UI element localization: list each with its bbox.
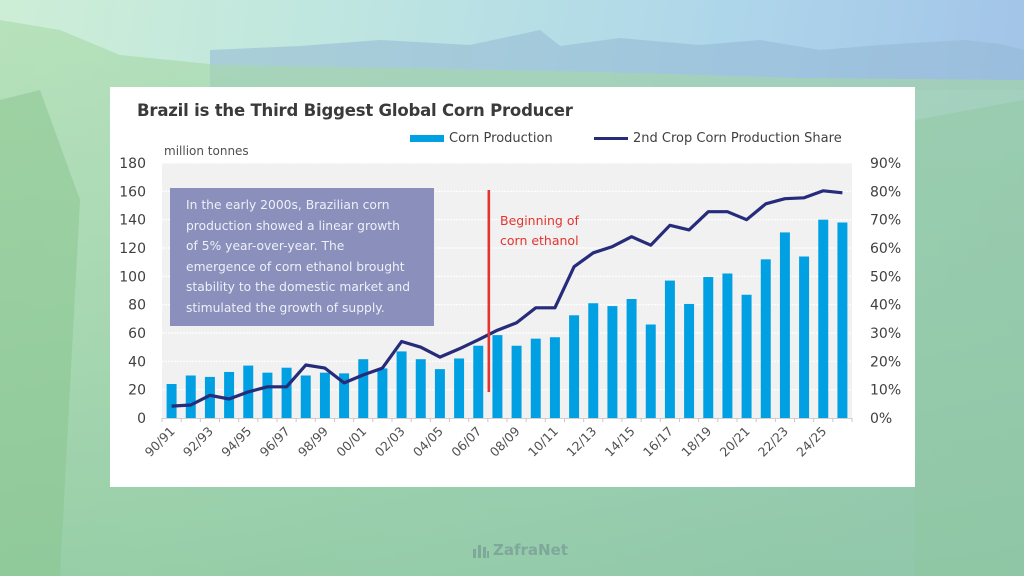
bar: [703, 277, 714, 418]
bar: [664, 280, 675, 418]
y2-tick-label: 10%: [870, 383, 901, 399]
bar: [549, 337, 560, 418]
marker-label-line: corn ethanol: [500, 233, 579, 248]
x-tick-label: 10/11: [525, 424, 561, 460]
legend-label: 2nd Crop Corn Production Share: [633, 131, 842, 146]
bar: [741, 294, 752, 418]
bar: [492, 335, 503, 418]
bar: [779, 232, 790, 418]
bar: [204, 376, 215, 418]
x-tick-label: 96/97: [257, 424, 293, 460]
x-tick-label: 18/19: [678, 423, 714, 459]
y2-tick-label: 0%: [870, 411, 892, 427]
bar: [434, 369, 445, 418]
legend-item-corn-production: Corn Production: [410, 131, 553, 146]
y2-tick-label: 90%: [870, 156, 901, 172]
bar: [319, 372, 330, 418]
bar: [645, 324, 656, 418]
y-tick-label: 160: [119, 184, 146, 200]
y2-tick-label: 50%: [870, 269, 901, 285]
x-tick-label: 12/13: [563, 424, 599, 460]
bar: [262, 372, 273, 418]
x-tick-label: 04/05: [410, 424, 446, 460]
bar: [339, 373, 350, 418]
bar: [300, 375, 311, 418]
legend-label: Corn Production: [449, 131, 553, 146]
zafranet-logo: ZafraNet: [472, 541, 568, 559]
logo-text: ZafraNet: [493, 541, 568, 559]
y-tick-label: 180: [119, 156, 146, 172]
annotation-text-box: In the early 2000s, Brazilian corn produ…: [170, 188, 434, 326]
bar: [396, 351, 407, 418]
y-tick-label: 80: [128, 298, 146, 314]
bar: [377, 368, 388, 418]
bar: [224, 371, 235, 418]
bar: [358, 359, 369, 418]
x-tick-label: 92/93: [180, 424, 216, 460]
y2-tick-label: 20%: [870, 354, 901, 370]
bar: [185, 375, 196, 418]
legend-swatch-line: [594, 137, 628, 140]
chart-title: Brazil is the Third Biggest Global Corn …: [137, 101, 573, 120]
x-tick-label: 94/95: [218, 424, 254, 460]
bar: [818, 219, 829, 418]
x-tick-label: 16/17: [640, 424, 676, 460]
bar: [569, 315, 580, 418]
annotation-line: of 5% year-over-year. The: [186, 239, 345, 253]
x-tick-label: 22/23: [755, 424, 791, 460]
bar: [626, 299, 637, 418]
legend-item-2nd-crop-share: 2nd Crop Corn Production Share: [594, 131, 842, 146]
bar: [511, 345, 522, 418]
x-tick-label: 98/99: [295, 423, 331, 459]
y2-tick-label: 70%: [870, 213, 901, 229]
x-tick-label: 20/21: [717, 424, 753, 460]
y2-tick-label: 40%: [870, 298, 901, 314]
grass-right: [915, 100, 1024, 576]
bar: [530, 338, 541, 418]
bar: [760, 259, 771, 418]
annotation-line: stimulated the growth of supply.: [186, 300, 385, 315]
ethanol-marker-label: Beginning of corn ethanol: [500, 211, 579, 251]
annotation-line: emergence of corn ethanol brought: [186, 259, 405, 274]
bar: [454, 358, 465, 418]
annotation-line: stability to the domestic market and: [186, 280, 411, 294]
bar: [415, 359, 426, 418]
grass-left: [0, 90, 80, 576]
annotation-line: production showed a linear growth: [186, 218, 400, 233]
x-tick-label: 00/01: [333, 424, 369, 460]
legend-swatch-bar: [410, 135, 444, 142]
y2-tick-label: 60%: [870, 241, 901, 257]
bar: [281, 367, 292, 418]
y2-tick-label: 30%: [870, 326, 901, 342]
x-tick-label: 90/91: [142, 424, 178, 460]
y-tick-label: 20: [128, 383, 146, 399]
y-axis-unit-label: million tonnes: [164, 144, 249, 158]
y-tick-label: 40: [128, 354, 146, 370]
y2-tick-label: 80%: [870, 184, 901, 200]
x-tick-label: 06/07: [448, 424, 484, 460]
bar: [722, 273, 733, 418]
bar: [588, 303, 599, 418]
share-line: [171, 189, 843, 408]
y-tick-label: 120: [119, 241, 146, 257]
x-tick-label: 24/25: [793, 424, 829, 460]
bar: [473, 345, 484, 418]
y-tick-label: 60: [128, 326, 146, 342]
logo-icon: [473, 545, 489, 558]
y-tick-label: 140: [119, 213, 146, 229]
bar: [166, 384, 177, 418]
y-tick-label: 0: [137, 411, 146, 427]
marker-label-line: Beginning of: [500, 213, 579, 228]
bar: [799, 256, 810, 418]
x-tick-label: 14/15: [602, 424, 638, 460]
y-tick-label: 100: [119, 269, 146, 285]
bar: [684, 303, 695, 418]
x-tick-label: 08/09: [487, 423, 523, 459]
x-tick-label: 02/03: [372, 424, 408, 460]
bar: [607, 306, 618, 418]
annotation-line: In the early 2000s, Brazilian corn: [186, 198, 390, 212]
bar: [837, 222, 848, 418]
